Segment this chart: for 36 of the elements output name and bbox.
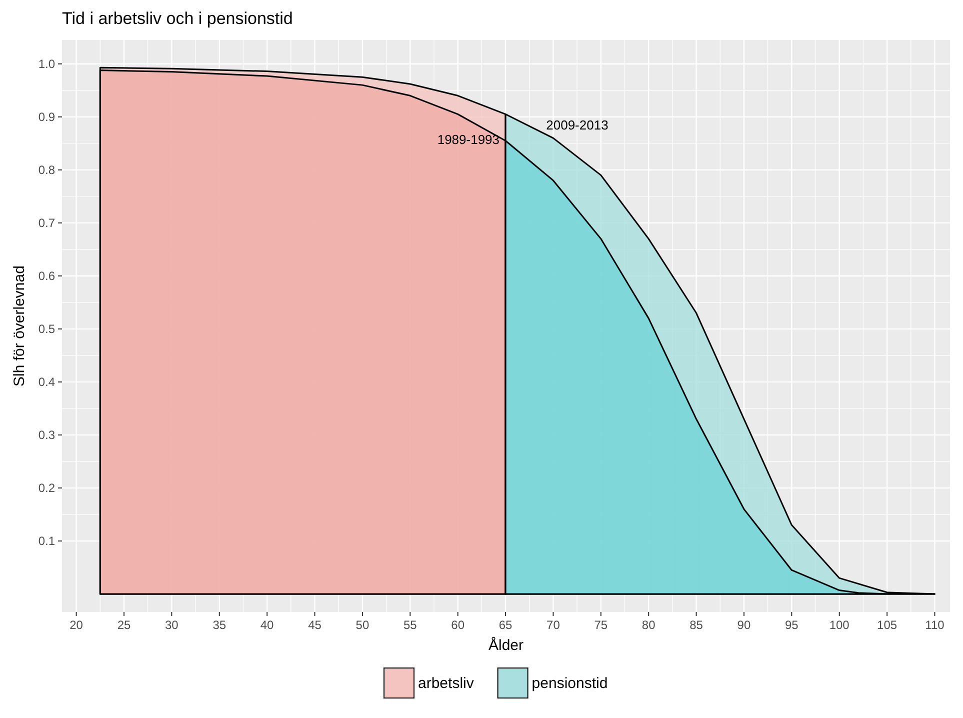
y-tick-label: 0.8: [38, 162, 56, 177]
x-tick-label: 25: [117, 618, 131, 632]
x-tick-label: 40: [260, 618, 274, 632]
y-tick-label: 1.0: [38, 56, 56, 71]
y-tick-label: 0.9: [38, 110, 56, 124]
x-axis-title: Ålder: [488, 636, 524, 654]
legend-label: arbetsliv: [418, 675, 474, 692]
x-tick-label: 20: [70, 618, 84, 632]
x-tick-label: 55: [403, 618, 418, 632]
x-tick-label: 70: [546, 618, 560, 632]
y-tick-label: 0.2: [38, 480, 56, 495]
x-tick-label: 35: [212, 618, 226, 632]
annotation: 1989-1993: [437, 132, 500, 148]
x-tick-label: 95: [784, 618, 799, 632]
y-tick-label: 0.3: [38, 428, 56, 442]
x-tick-label: 45: [308, 618, 322, 632]
y-tick-label: 0.4: [38, 374, 56, 389]
x-tick-label: 105: [877, 618, 898, 632]
x-tick-label: 80: [642, 618, 656, 632]
chart-title: Tid i arbetsliv och i pensionstid: [62, 9, 293, 28]
x-tick-label: 100: [829, 618, 850, 632]
y-tick-label: 0.5: [38, 322, 56, 336]
x-tick-label: 75: [594, 618, 608, 632]
y-tick-label: 0.1: [38, 534, 56, 548]
annotation: 2009-2013: [546, 118, 608, 133]
legend-label: pensionstid: [532, 675, 608, 692]
x-tick-label: 90: [737, 618, 751, 632]
x-tick-label: 60: [451, 618, 465, 632]
y-tick-label: 0.7: [38, 216, 56, 230]
x-tick-label: 30: [165, 618, 179, 632]
x-tick-label: 85: [690, 618, 704, 632]
x-tick-label: 110: [925, 618, 945, 632]
x-tick-label: 50: [356, 618, 370, 632]
y-tick-label: 0.6: [38, 268, 56, 283]
x-tick-label: 65: [498, 618, 513, 632]
y-axis-title: Slh för överlevnad: [11, 266, 28, 386]
